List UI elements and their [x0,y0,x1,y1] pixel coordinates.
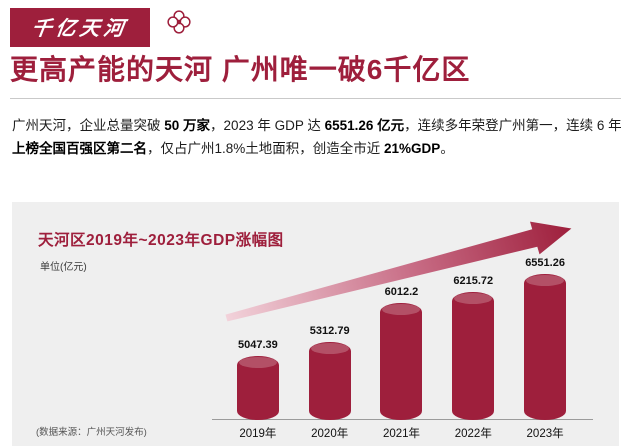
bar [452,292,495,420]
bar-column: 6012.2 2021年 [380,286,423,446]
bar-year-label: 2021年 [382,428,421,440]
bar-value-label: 6012.2 [384,286,419,299]
banner: 千亿天河 [10,8,150,47]
bar-value-label: 6551.26 [525,257,565,269]
bar [236,356,279,420]
bar-column: 6215.72 2022年 [452,275,495,446]
paragraph-emphasis: 50 万家 [164,118,211,133]
bar [380,303,423,420]
gdp-chart: 天河区2019年~2023年GDP涨幅图 单位(亿元) 5047.39 2019年… [12,202,619,446]
chart-title: 天河区2019年~2023年GDP涨幅图 [38,232,284,249]
paragraph-text: ，2023 年 GDP 达 [210,118,325,133]
chart-bars: 5047.39 2019年 5312.79 2020年 6012.2 2021年 6215.… [222,257,581,446]
banner-title: 千亿天河 [30,18,130,40]
bar-value-label: 5312.79 [309,324,350,337]
bar-column: 6551.26 2023年 [524,257,567,446]
paragraph-emphasis: 上榜全国百强区第二名 [12,141,147,157]
chart-plot-area: 5047.39 2019年 5312.79 2020年 6012.2 2021年 6215.… [212,202,593,446]
divider [10,98,621,99]
paragraph-text: ，连续多年荣登广州第一，连续 6 年 [404,118,622,133]
paragraph-text: ，仅占广州1.8%土地面积，创造全市近 [147,141,385,157]
page-title: 更高产能的天河 广州唯一破6千亿区 [10,54,471,85]
bar-year-label: 2023年 [526,428,564,440]
growth-arrow-icon [225,221,572,322]
intro-paragraph: 广州天河，企业总量突破 50 万家，2023 年 GDP 达 6551.26 亿… [12,114,623,160]
bar [524,274,567,420]
bar-year-label: 2019年 [239,428,277,440]
paragraph-emphasis: 6551.26 亿元 [324,118,405,133]
paragraph-emphasis: 21%GDP [384,141,441,157]
bar-column: 5312.79 2020年 [308,324,351,446]
bar-value-label: 5047.39 [238,339,278,351]
paragraph-text: 。 [440,141,454,157]
bar-year-label: 2020年 [311,428,349,440]
flower-icon [166,9,192,35]
bar-year-label: 2022年 [454,428,492,440]
bar-value-label: 6215.72 [453,275,494,288]
paragraph-text: 广州天河，企业总量突破 [12,118,165,133]
chart-source-note: (数据来源：广州天河发布) [36,427,147,438]
chart-unit-label: 单位(亿元) [40,262,87,273]
bar-column: 5047.39 2019年 [236,339,279,446]
bar [308,341,351,420]
